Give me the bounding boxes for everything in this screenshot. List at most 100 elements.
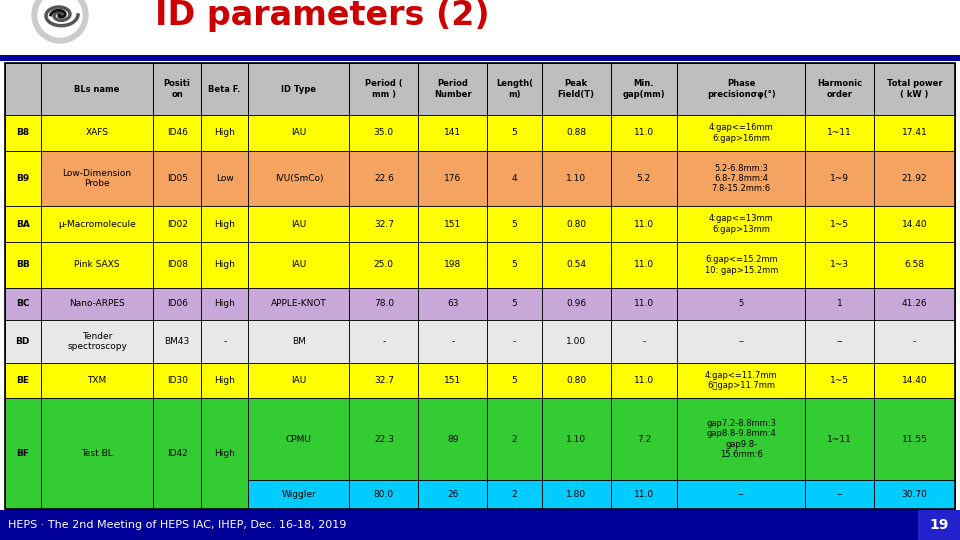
Text: IVU(SmCo): IVU(SmCo) (275, 174, 324, 183)
Bar (419, 288, 487, 320)
Bar (40, 242, 154, 288)
Text: -: - (913, 337, 916, 346)
Bar (201, 288, 249, 320)
Text: μ-Macromolecule: μ-Macromolecule (59, 220, 136, 228)
Text: 5: 5 (512, 260, 517, 269)
Text: ID08: ID08 (167, 260, 188, 269)
Text: 1.10: 1.10 (566, 174, 587, 183)
Text: 2: 2 (512, 435, 517, 443)
Bar (249, 362, 349, 399)
Bar (0, 0, 960, 55)
Bar (611, 115, 677, 151)
Bar (541, 399, 611, 480)
Text: 6.58: 6.58 (904, 260, 924, 269)
Bar (805, 480, 875, 509)
Bar (249, 480, 349, 509)
Bar (611, 362, 677, 399)
Bar (677, 320, 805, 362)
Bar (875, 320, 955, 362)
Text: Positi
on: Positi on (164, 79, 191, 99)
Bar (875, 151, 955, 206)
Text: 41.26: 41.26 (901, 299, 927, 308)
Text: ID06: ID06 (167, 299, 188, 308)
Text: HEPS · The 2nd Meeting of HEPS IAC, IHEP, Dec. 16-18, 2019: HEPS · The 2nd Meeting of HEPS IAC, IHEP… (8, 520, 347, 530)
Text: High: High (214, 376, 235, 385)
Bar (201, 151, 249, 206)
Bar (349, 115, 419, 151)
Text: 78.0: 78.0 (373, 299, 394, 308)
Bar (419, 320, 487, 362)
Bar (5, 151, 40, 206)
Text: 80.0: 80.0 (373, 490, 394, 499)
Text: 11.55: 11.55 (901, 435, 927, 443)
Bar (805, 362, 875, 399)
Bar (349, 320, 419, 362)
Text: IAU: IAU (291, 260, 306, 269)
Text: 1~5: 1~5 (830, 376, 850, 385)
Bar (487, 242, 541, 288)
Text: High: High (214, 299, 235, 308)
Bar (349, 242, 419, 288)
Bar (5, 206, 40, 242)
Text: 141: 141 (444, 129, 461, 138)
Text: 5: 5 (512, 376, 517, 385)
Text: 7.2: 7.2 (636, 435, 651, 443)
Text: 0.96: 0.96 (566, 299, 587, 308)
Bar (419, 480, 487, 509)
Text: 5.2-6.8mm:3
6.8-7.8mm:4
7.8-15.2mm:6: 5.2-6.8mm:3 6.8-7.8mm:4 7.8-15.2mm:6 (711, 164, 771, 193)
Text: --: -- (738, 337, 744, 346)
Bar (249, 288, 349, 320)
Text: 151: 151 (444, 220, 462, 228)
Text: 14.40: 14.40 (901, 220, 927, 228)
Bar (487, 63, 541, 115)
Text: 0.54: 0.54 (566, 260, 587, 269)
Text: Tender
spectroscopy: Tender spectroscopy (67, 332, 127, 351)
Text: --: -- (836, 490, 843, 499)
Bar (5, 63, 955, 509)
Text: ID46: ID46 (167, 129, 187, 138)
Text: Period (
mm ): Period ( mm ) (365, 79, 402, 99)
Text: BF: BF (16, 449, 30, 458)
Bar (541, 63, 611, 115)
Bar (611, 288, 677, 320)
Text: 151: 151 (444, 376, 462, 385)
Bar (541, 151, 611, 206)
Bar (677, 362, 805, 399)
Bar (419, 242, 487, 288)
Text: High: High (214, 260, 235, 269)
Bar (349, 362, 419, 399)
Bar (611, 206, 677, 242)
Bar (611, 399, 677, 480)
Circle shape (32, 0, 88, 43)
Text: 22.3: 22.3 (373, 435, 394, 443)
Text: 2: 2 (512, 490, 517, 499)
Bar (40, 362, 154, 399)
Text: APPLE-KNOT: APPLE-KNOT (271, 299, 326, 308)
Text: 89: 89 (447, 435, 459, 443)
Bar (201, 362, 249, 399)
Bar (541, 115, 611, 151)
Text: 11.0: 11.0 (634, 490, 654, 499)
Text: Peak
Field(T): Peak Field(T) (558, 79, 594, 99)
Text: 6:gap<=15.2mm
10: gap>15.2mm: 6:gap<=15.2mm 10: gap>15.2mm (705, 255, 778, 274)
Bar (5, 63, 40, 115)
Bar (0, 30, 960, 35)
Text: 1~11: 1~11 (828, 435, 852, 443)
Bar (611, 480, 677, 509)
Text: 1.80: 1.80 (566, 490, 587, 499)
Bar (154, 288, 201, 320)
Bar (201, 320, 249, 362)
Text: TXM: TXM (87, 376, 107, 385)
Text: High: High (214, 220, 235, 228)
Bar (541, 242, 611, 288)
Bar (805, 399, 875, 480)
Text: Test BL: Test BL (82, 449, 113, 458)
Text: 1~5: 1~5 (830, 220, 850, 228)
Text: 198: 198 (444, 260, 462, 269)
Bar (419, 151, 487, 206)
Bar (677, 288, 805, 320)
Text: B9: B9 (16, 174, 30, 183)
Bar (349, 480, 419, 509)
Text: High: High (214, 129, 235, 138)
Text: 0.80: 0.80 (566, 220, 587, 228)
